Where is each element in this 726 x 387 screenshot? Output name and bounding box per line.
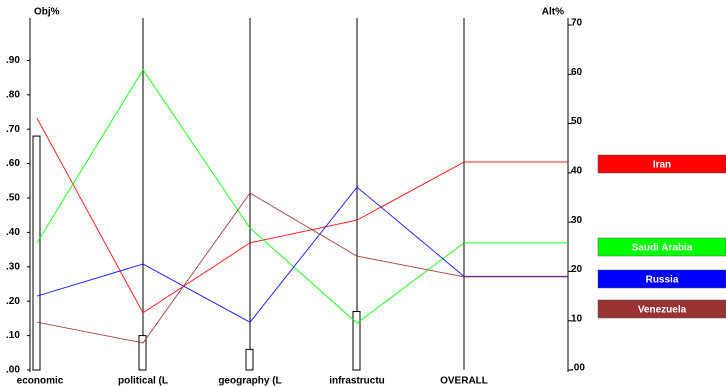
y2-tick-label: 70: [571, 18, 583, 29]
y-tick-label: .90: [6, 55, 20, 66]
y2-tick-label: .00: [571, 363, 585, 374]
y-tick-label: .80: [6, 89, 20, 100]
y2-tick-label: 10: [571, 313, 583, 324]
series-line: [36, 117, 465, 314]
legend-label: Iran: [653, 160, 671, 171]
y2-tick-label: 50: [571, 116, 583, 127]
y-tick-label: .60: [6, 158, 20, 169]
series-line: [36, 68, 465, 324]
y-tick-label: .50: [6, 193, 20, 204]
legend-label: Venezuela: [638, 305, 687, 316]
y2-tick-label: 20: [571, 264, 583, 275]
x-tick-label: infrastructu: [329, 376, 385, 387]
x-tick-label: political (L: [118, 376, 168, 387]
legend-swatch: [597, 299, 726, 319]
y2-axis-label: Alt%: [542, 7, 564, 18]
y-tick-label: .30: [6, 261, 20, 272]
y2-tick-label: 30: [571, 215, 583, 226]
x-tick-label: OVERALL: [440, 376, 488, 387]
y2-tick-label: 40: [571, 165, 583, 176]
y-tick-label: .20: [6, 296, 20, 307]
legend-swatch: [597, 269, 726, 289]
series-line: [36, 192, 465, 344]
legend-label: Russia: [646, 275, 679, 286]
legend-label: Saudi Arabia: [632, 243, 693, 254]
y-tick-label: .70: [6, 124, 20, 135]
priority-bar: [352, 311, 361, 371]
priority-bar: [32, 135, 41, 371]
x-tick-label: economic: [17, 376, 64, 387]
x-tick-label: geography (L: [218, 376, 281, 387]
y-axis-label: Obj%: [34, 7, 60, 18]
priority-bar: [138, 335, 147, 371]
legend-swatch: [597, 154, 726, 174]
series-line: [36, 186, 465, 323]
y-tick-label: .40: [6, 227, 20, 238]
priority-bar: [245, 348, 254, 371]
legend-swatch: [597, 237, 726, 257]
y-tick-label: .00: [6, 365, 20, 376]
y-tick-label: .10: [6, 330, 20, 341]
y2-tick-label: 60: [571, 67, 583, 78]
